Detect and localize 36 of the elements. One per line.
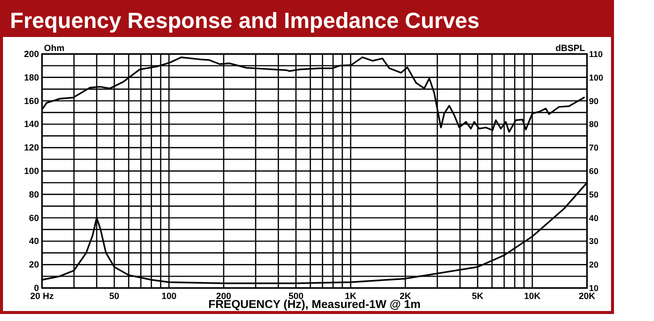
x-tick-label: 10K: [524, 291, 542, 301]
x-tick-label: 2K: [400, 291, 412, 301]
y-tick-label: 200: [24, 49, 39, 59]
y-tick-label: 100: [24, 166, 39, 176]
y-tick-label: 80: [28, 189, 39, 200]
y2-tick-label: 40: [589, 212, 599, 223]
y-tick-label: 60: [28, 212, 39, 223]
y2-axis-title: dBSPL: [555, 43, 586, 53]
y-tick-label: 20: [28, 260, 39, 270]
x-tick-label: 20 Hz: [30, 291, 54, 301]
x-tick-label: 1K: [344, 291, 357, 301]
y2-tick-label: 20: [589, 260, 599, 270]
x-tick-label: 20K: [578, 291, 596, 301]
y2-tick-label: 100: [589, 72, 604, 82]
y-tick-label: 120: [24, 142, 39, 153]
y2-tick-label: 80: [589, 119, 599, 130]
y-tick-label: 160: [24, 96, 39, 106]
y-tick-label: 140: [24, 119, 39, 130]
x-tick-label: 5K: [472, 291, 484, 301]
y-tick-label: 180: [24, 72, 39, 82]
y2-tick-label: 110: [589, 49, 603, 59]
y-axis-title: Ohm: [44, 43, 65, 53]
y-tick-label: 40: [28, 236, 39, 246]
x-axis-title: FREQUENCY (Hz), Measured-1W @ 1m: [208, 299, 421, 311]
chart-title: Frequency Response and Impedance Curves: [10, 8, 480, 33]
x-tick-label: 200: [216, 291, 232, 301]
y2-tick-label: 90: [589, 96, 599, 106]
x-tick-label: 500: [288, 291, 304, 301]
x-tick-label: 100: [161, 291, 176, 301]
x-tick-label: 50: [109, 291, 120, 301]
y2-tick-label: 70: [589, 142, 599, 153]
y2-tick-label: 30: [589, 236, 599, 246]
y2-tick-label: 50: [589, 189, 599, 200]
y2-tick-label: 60: [589, 166, 599, 176]
y2-tick-label: 10: [589, 283, 599, 293]
y-tick-label: 0: [34, 283, 39, 293]
